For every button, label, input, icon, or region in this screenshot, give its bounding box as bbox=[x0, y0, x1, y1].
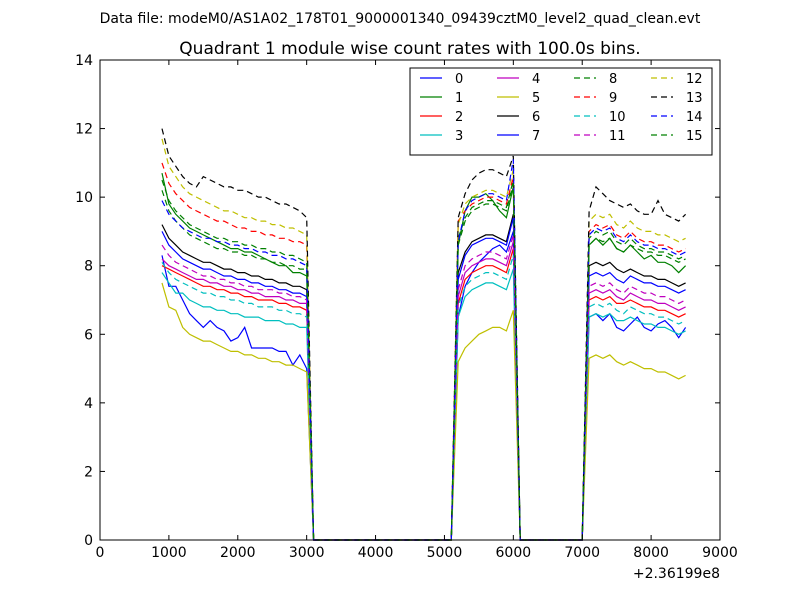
series-line-14 bbox=[161, 159, 686, 541]
legend-label-6: 6 bbox=[532, 110, 540, 125]
x-tick-label: 4000 bbox=[358, 545, 394, 561]
series-line-4 bbox=[161, 241, 686, 541]
x-tick-label: 7000 bbox=[564, 545, 600, 561]
legend-label-8: 8 bbox=[609, 72, 617, 87]
y-tick-label: 2 bbox=[84, 464, 93, 480]
x-tick-label: 5000 bbox=[427, 545, 463, 561]
legend-box bbox=[409, 67, 713, 156]
series-line-6 bbox=[161, 214, 686, 541]
x-tick-label: 6000 bbox=[496, 545, 532, 561]
figure-suptitle: Data file: modeM0/AS1A02_178T01_90000013… bbox=[100, 11, 701, 27]
series-line-8 bbox=[161, 179, 686, 541]
y-tick-label: 12 bbox=[75, 122, 93, 138]
y-tick-label: 0 bbox=[84, 533, 93, 549]
axes-frame bbox=[99, 59, 721, 541]
series-line-7 bbox=[161, 217, 686, 541]
x-offset-label: +2.36199e8 bbox=[633, 566, 720, 582]
x-tick-label: 1000 bbox=[151, 545, 187, 561]
series-line-13 bbox=[161, 128, 687, 541]
series-line-11 bbox=[161, 234, 686, 541]
legend-label-13: 13 bbox=[686, 91, 703, 106]
x-tick-label: 3000 bbox=[289, 545, 325, 561]
series-line-12 bbox=[161, 138, 686, 541]
series-line-15 bbox=[161, 179, 686, 541]
y-tick-label: 6 bbox=[84, 327, 93, 343]
legend-label-12: 12 bbox=[686, 72, 703, 87]
x-tick-label: 0 bbox=[96, 545, 105, 561]
y-tick-label: 8 bbox=[84, 259, 93, 275]
legend-label-11: 11 bbox=[609, 129, 626, 144]
x-tick-label: 9000 bbox=[702, 545, 738, 561]
legend-label-1: 1 bbox=[455, 91, 463, 106]
series-line-3 bbox=[161, 268, 686, 541]
legend-label-0: 0 bbox=[455, 72, 463, 87]
tick-layer: 0 1000 2000 3000 4000 5000 6000 7000 8000 9000 0 2 4… bbox=[75, 53, 738, 561]
series-line-9 bbox=[161, 162, 686, 541]
series-layer bbox=[161, 128, 687, 541]
legend-label-5: 5 bbox=[532, 91, 540, 106]
legend-label-10: 10 bbox=[609, 110, 626, 125]
y-tick-label: 4 bbox=[84, 396, 93, 412]
legend-label-7: 7 bbox=[532, 129, 540, 144]
legend-label-15: 15 bbox=[686, 129, 703, 144]
chart-title: Quadrant 1 module wise count rates with … bbox=[179, 39, 640, 59]
series-line-0 bbox=[161, 231, 687, 541]
legend-label-3: 3 bbox=[455, 129, 463, 144]
series-line-2 bbox=[161, 248, 686, 541]
y-tick-label: 10 bbox=[75, 190, 93, 206]
series-line-5 bbox=[161, 282, 686, 541]
x-tick-label: 2000 bbox=[220, 545, 256, 561]
legend-label-14: 14 bbox=[686, 110, 703, 125]
legend-label-9: 9 bbox=[609, 91, 617, 106]
legend-label-2: 2 bbox=[455, 110, 463, 125]
x-tick-label: 8000 bbox=[633, 545, 669, 561]
legend-label-4: 4 bbox=[532, 72, 540, 87]
y-tick-label: 14 bbox=[75, 53, 93, 69]
